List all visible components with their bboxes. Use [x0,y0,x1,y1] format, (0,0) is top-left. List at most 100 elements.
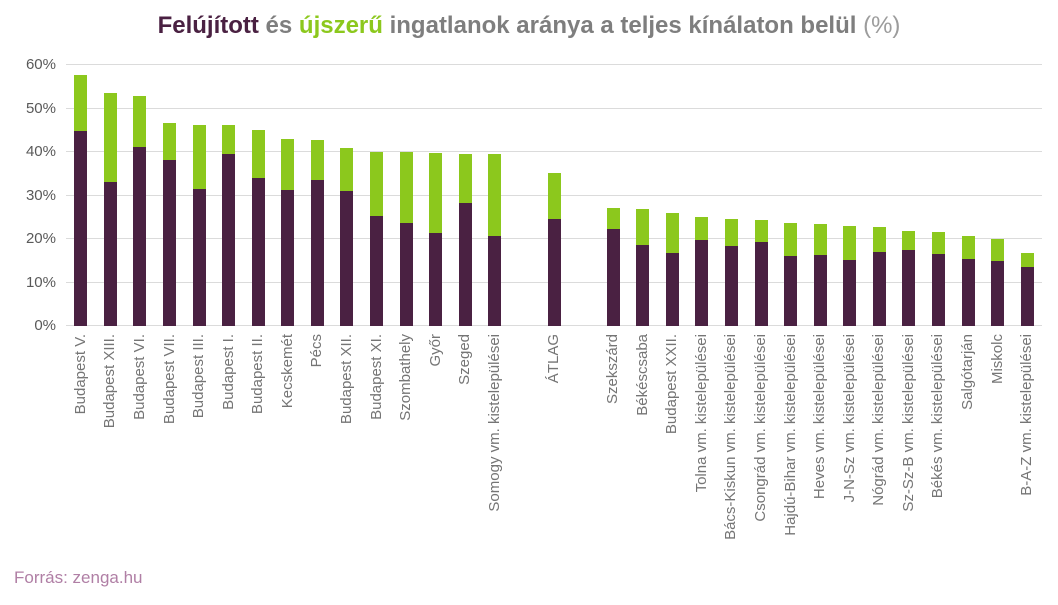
bar-segment-renovated [902,250,916,326]
x-axis-label: Budapest I. [219,334,237,410]
bar-segment-newish [133,95,147,147]
bar [310,65,324,326]
x-axis-label: Budapest II. [249,334,267,415]
bar [251,65,265,326]
y-axis-label: 10% [25,273,56,291]
bar-segment-newish [340,147,354,192]
bar-segment-newish [103,93,117,182]
bar [488,65,502,326]
bar [902,65,916,326]
gridline [66,107,1042,109]
y-axis-label: 30% [25,186,56,204]
x-axis-label: Győr [426,334,444,367]
bar [784,65,798,326]
bar-segment-renovated [961,259,975,326]
bar-segment-renovated [724,245,738,326]
bar [636,65,650,326]
bar [429,65,443,326]
bar-segment-newish [222,124,236,154]
bar-segment-renovated [340,191,354,326]
bar-segment-newish [665,213,679,253]
x-axis-label: Budapest V. [71,334,89,415]
bar [399,65,413,326]
bar-segment-newish [961,235,975,260]
x-axis-label: J-N-Sz vm. kistelepülései [840,334,858,503]
x-axis-label: Bács-Kiskun vm. kistelepülései [722,334,740,540]
bar-segment-renovated [1020,266,1034,326]
x-axis-label: Tolna vm. kistelepülései [692,334,710,493]
y-axis-label: 0% [34,317,56,334]
bar-segment-renovated [695,240,709,326]
bar [192,65,206,326]
bar-segment-newish [902,230,916,251]
bar-segment-renovated [547,219,561,326]
bar-segment-newish [784,223,798,257]
bar-segment-renovated [488,236,502,326]
x-axis-label: Sz-Sz-B vm. kistelepülései [899,334,917,512]
y-axis-label: 40% [25,143,56,160]
bar-segment-newish [488,153,502,237]
bar-segment-newish [281,139,295,191]
bar [695,65,709,326]
bar-segment-newish [74,75,88,132]
bar-segment-renovated [133,146,147,326]
x-axis-label: Hajdú-Bihar vm. kistelepülései [781,334,799,536]
bar [991,65,1005,326]
bar [724,65,738,326]
x-axis-label: Budapest XI. [367,334,385,420]
x-axis-label: Salgótarján [959,334,977,410]
y-axis-label: 20% [25,230,56,247]
bar-segment-renovated [931,253,945,326]
source-note: Forrás: zenga.hu [14,568,143,587]
bar-segment-newish [251,130,265,178]
title-word-newish: újszerű [298,12,383,39]
bar-segment-renovated [843,260,857,326]
bar-segment-newish [931,232,945,254]
x-axis-label: ÁTLAG [545,334,562,384]
bar [133,65,147,326]
title-percent-sign: (%) [863,12,901,39]
bar-segment-renovated [813,255,827,326]
y-axis-label: 60% [25,56,56,73]
bar-segment-renovated [222,153,236,326]
x-axis-label: Csongrád vm. kistelepülései [752,334,770,522]
bar-segment-renovated [665,252,679,326]
bar-segment-newish [843,225,857,261]
x-axis-label: Nógrád vm. kistelepülései [870,334,888,506]
x-axis-label: B-A-Z vm. kistelepülései [1018,334,1036,496]
plot-area [66,64,1042,326]
bar-segment-newish [695,216,709,241]
bar-segment-newish [724,219,738,246]
x-axis-label: Heves vm. kistelepülései [811,334,829,500]
x-axis-label: Budapest VI. [130,334,148,420]
bar-segment-newish [754,219,768,243]
bar-segment-newish [872,226,886,252]
bar-segment-renovated [784,256,798,326]
bar [843,65,857,326]
title-connector: és [258,12,299,39]
gridline [66,64,1042,65]
bar-segment-renovated [458,203,472,326]
x-axis-label: Kecskemét [278,334,296,409]
x-axis-label: Békéscsaba [633,334,651,416]
bar-segment-newish [310,139,324,180]
bar [1020,65,1034,326]
bar-segment-newish [458,153,472,204]
bar-segment-renovated [754,242,768,326]
title-word-renovated: Felújított [157,12,259,39]
x-axis-label: Békés vm. kistelepülései [929,334,947,499]
bar-segment-renovated [192,189,206,326]
bar [74,65,88,326]
chart-title: Felújított és újszerű ingatlanok aránya … [0,12,1058,40]
x-axis-label: Budapest III. [190,334,208,419]
bar [281,65,295,326]
gridline [66,151,1042,152]
bar [961,65,975,326]
bar-segment-renovated [991,260,1005,326]
bar [665,65,679,326]
bar-segment-renovated [606,229,620,326]
x-axis-label: Somogy vm. kistelepülései [485,334,503,512]
bar-segment-newish [636,209,650,246]
x-axis-label: Szombathely [397,334,415,421]
